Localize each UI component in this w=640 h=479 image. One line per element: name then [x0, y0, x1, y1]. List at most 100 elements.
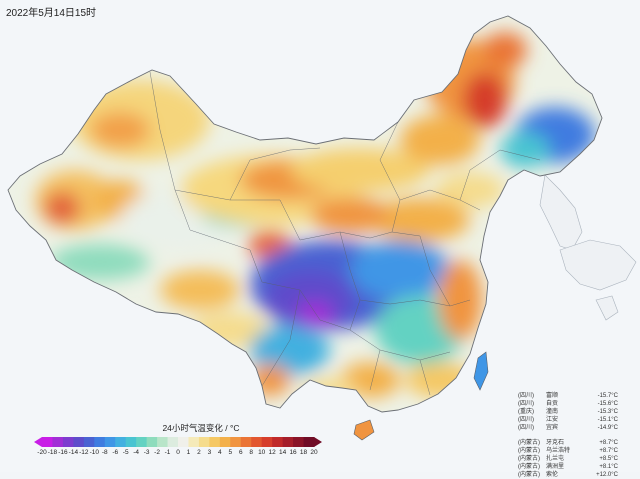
colorbar-segment: [167, 437, 179, 447]
station-row: (四川) 富顺 -15.7°C: [518, 392, 636, 400]
colorbar-segment: [157, 437, 169, 447]
colorbar-tick-label: 12: [268, 449, 276, 456]
colorbar-tick-label: -16: [58, 449, 68, 456]
station-name: 索伦: [546, 472, 559, 478]
colorbar-tick-label: 14: [278, 449, 287, 456]
colorbar-ticks: -20 -18 -16 -14 -12 -10 -8 -6 -5 -4 -3 -2 -1 0 1 2 3 4 5 6 8…: [34, 449, 322, 459]
station-value: +8.1°C: [599, 464, 618, 470]
colorbar-tick-label: 2: [197, 449, 201, 456]
colorbar-tick-label: 5: [228, 449, 233, 456]
colorbar-min-arrow: [34, 437, 42, 447]
cooling-station-list: (四川) 富顺 -15.7°C (四川) 自贡 -15.6°C (重庆) 潼南 -15.3°C(…: [518, 392, 636, 432]
station-province: (四川): [518, 393, 534, 399]
station-row: (内蒙古) 扎兰屯 +8.5°C: [518, 455, 636, 463]
colorbar-tick-label: 10: [258, 449, 266, 456]
colorbar-segment: [293, 437, 305, 447]
station-name: 乌兰浩特: [546, 448, 571, 454]
station-list: (四川) 富顺 -15.7°C (四川) 自贡 -15.6°C (重庆) 潼南 -15.3°C(…: [518, 392, 636, 479]
map-datetime: 2022年5月14日15时: [6, 8, 97, 19]
colorbar-tick-label: -2: [154, 449, 160, 456]
station-row: (四川) 宜宾 -14.9°C: [518, 424, 636, 432]
station-value: -15.6°C: [597, 401, 618, 407]
colorbar-segment: [83, 437, 95, 447]
colorbar-segment: [251, 437, 263, 447]
warming-station-list: (内蒙古) 牙克石 +8.7°C (内蒙古) 乌兰浩特 +8.7°C (内蒙古) 扎兰屯 +8.…: [518, 439, 636, 479]
colorbar-tick-label: -4: [133, 449, 140, 456]
station-row: (内蒙古) 索伦 +12.0°C: [518, 471, 636, 479]
colorbar-tick-label: -1: [164, 449, 171, 456]
station-value: +8.7°C: [599, 448, 618, 454]
colorbar-tick-label: 18: [299, 449, 308, 456]
colorbar-tick-label: 8: [249, 449, 254, 456]
colorbar-segment: [136, 437, 148, 447]
station-value: -15.3°C: [597, 409, 618, 415]
colorbar-segment: [73, 437, 85, 447]
station-province: (重庆): [518, 409, 534, 415]
station-province: (内蒙古): [518, 440, 540, 446]
station-row: (重庆) 潼南 -15.3°C: [518, 408, 636, 416]
colorbar-tick-label: 4: [218, 449, 222, 456]
colorbar-segment: [272, 437, 284, 447]
colorbar-segment: [198, 437, 210, 447]
colorbar-tick-label: 1: [186, 449, 191, 456]
colorbar-tick-label: -20: [37, 449, 47, 456]
colorbar-tick-label: -12: [79, 449, 89, 456]
station-row: (四川) 自贡 -15.6°C: [518, 400, 636, 408]
station-name: 富顺: [546, 393, 559, 399]
colorbar-segment: [303, 437, 315, 447]
colorbar-segment: [62, 437, 74, 447]
colorbar-tick-label: -18: [47, 449, 58, 456]
colorbar-tick-label: -3: [143, 449, 150, 456]
station-value: +8.7°C: [599, 440, 618, 446]
colorbar-tick-label: -14: [68, 449, 79, 456]
station-row: (内蒙古) 满洲里 +8.1°C: [518, 463, 636, 471]
colorbar-segment: [230, 437, 242, 447]
colorbar-segment: [261, 437, 273, 447]
colorbar-tick-label: 16: [289, 449, 297, 456]
station-value: -15.1°C: [597, 417, 618, 423]
colorbar-segment: [104, 437, 116, 447]
legend-title: 24小时气温变化 / °C: [162, 423, 240, 433]
colorbar-segment: [282, 437, 294, 447]
colorbar-segment: [125, 437, 137, 447]
colorbar-segment: [209, 437, 221, 447]
colorbar-segment: [146, 437, 158, 447]
colorbar-segment: [52, 437, 64, 447]
colorbar-tick-label: 0: [176, 449, 180, 456]
colorbar-tick-label: 3: [207, 449, 212, 456]
station-name: 满洲里: [546, 464, 565, 470]
station-row: (内蒙古) 牙克石 +8.7°C: [518, 439, 636, 447]
colorbar-tick-label: 6: [238, 449, 243, 456]
station-name: 宜宾: [546, 425, 559, 431]
station-name: 潼南: [546, 409, 559, 415]
station-name: 牙克石: [546, 440, 565, 446]
station-province: (四川): [518, 417, 534, 423]
station-province: (内蒙古): [518, 456, 540, 462]
station-value: -15.7°C: [597, 393, 618, 399]
station-province: (四川): [518, 401, 534, 407]
colorbar-tick-label: -10: [89, 449, 99, 456]
station-row: (内蒙古) 乌兰浩特 +8.7°C: [518, 447, 636, 455]
colorbar-tick-label: 20: [310, 449, 318, 456]
colorbar-segment: [178, 437, 189, 447]
colorbar-segment: [188, 437, 200, 447]
colorbar-segment: [94, 437, 106, 447]
colorbar-tick-label: -6: [112, 449, 119, 456]
colorbar-segment: [240, 437, 252, 447]
colorbar-max-arrow: [314, 437, 322, 447]
station-name: 自贡: [546, 401, 559, 407]
station-province: (四川): [518, 425, 534, 431]
station-province: (内蒙古): [518, 464, 540, 470]
station-name: 江安: [546, 417, 559, 423]
station-name: 扎兰屯: [546, 456, 565, 462]
colorbar-segment: [115, 437, 127, 447]
station-province: (内蒙古): [518, 448, 540, 454]
colorbar: [34, 437, 322, 447]
colorbar-segment: [219, 437, 231, 447]
station-value: +12.0°C: [596, 472, 618, 478]
station-row: (四川) 江安 -15.1°C: [518, 416, 636, 424]
station-value: -14.9°C: [597, 425, 618, 431]
colorbar-segment: [42, 437, 53, 447]
colorbar-tick-label: -5: [122, 449, 129, 456]
